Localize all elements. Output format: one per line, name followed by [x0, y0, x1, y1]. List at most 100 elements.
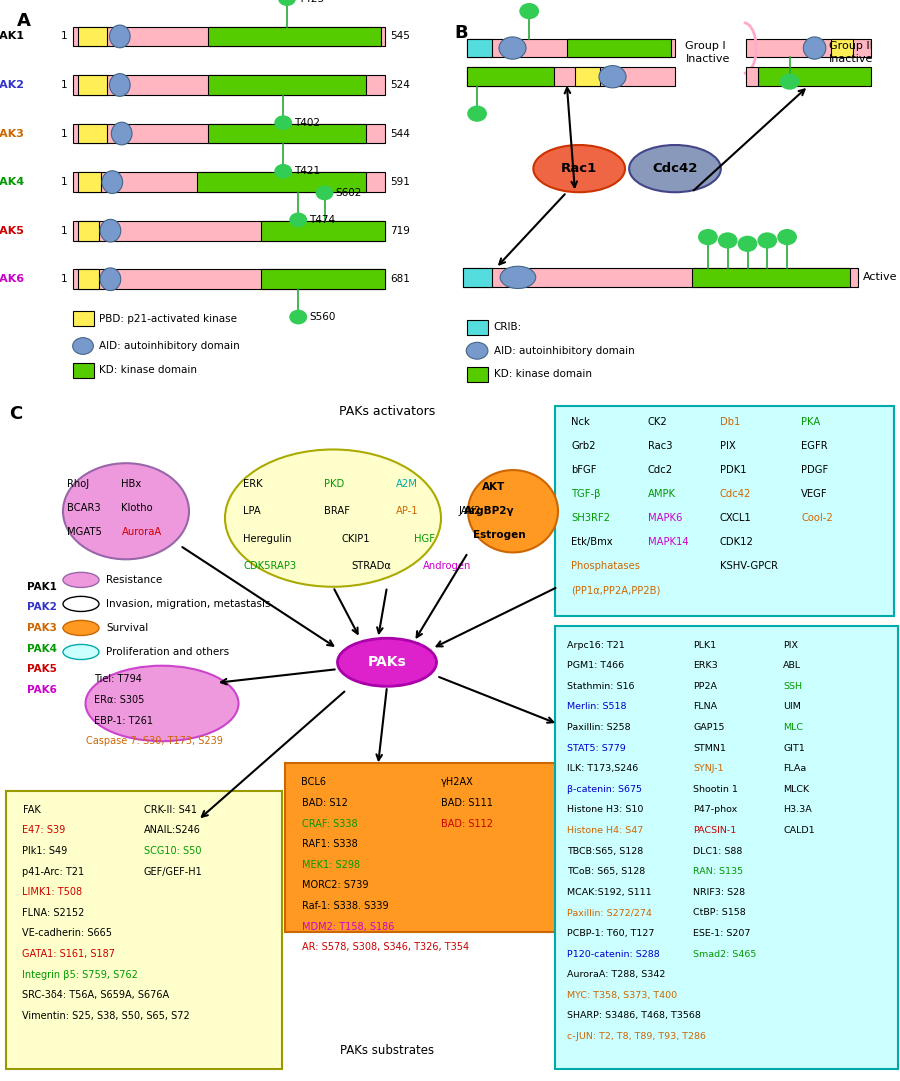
Text: γH2AX: γH2AX	[441, 777, 473, 787]
Text: JAK2: JAK2	[459, 506, 482, 517]
FancyBboxPatch shape	[208, 123, 366, 144]
FancyBboxPatch shape	[261, 221, 384, 241]
Text: ERK: ERK	[243, 479, 263, 489]
Text: AID: autoinhibitory domain: AID: autoinhibitory domain	[494, 346, 634, 356]
FancyBboxPatch shape	[261, 269, 384, 289]
FancyBboxPatch shape	[73, 123, 384, 144]
Text: RAN: S135: RAN: S135	[693, 867, 743, 876]
Text: ABL: ABL	[783, 662, 801, 670]
Text: SH3RF2: SH3RF2	[572, 513, 610, 523]
Ellipse shape	[100, 219, 121, 242]
Text: ArgBP2γ: ArgBP2γ	[464, 506, 514, 517]
Text: FLNA: FLNA	[693, 703, 717, 711]
FancyBboxPatch shape	[746, 67, 759, 86]
Ellipse shape	[73, 337, 94, 355]
Text: Rac3: Rac3	[648, 441, 672, 451]
Text: A: A	[16, 12, 31, 30]
Text: Merlin: S518: Merlin: S518	[567, 703, 626, 711]
Text: PDK1: PDK1	[720, 465, 747, 475]
Circle shape	[275, 164, 292, 178]
Text: EBP-1: T261: EBP-1: T261	[94, 716, 154, 725]
Text: MLCK: MLCK	[783, 785, 809, 793]
Text: BRAF: BRAF	[324, 506, 350, 517]
FancyBboxPatch shape	[73, 27, 384, 46]
Text: BAD: S112: BAD: S112	[441, 818, 493, 829]
FancyBboxPatch shape	[73, 311, 94, 326]
FancyBboxPatch shape	[463, 268, 492, 286]
FancyBboxPatch shape	[208, 27, 381, 46]
Circle shape	[290, 213, 307, 227]
Ellipse shape	[100, 268, 121, 291]
Text: S602: S602	[336, 188, 362, 198]
Text: Integrin β5: S759, S762: Integrin β5: S759, S762	[22, 970, 139, 979]
Text: PAK6: PAK6	[0, 275, 24, 284]
FancyBboxPatch shape	[575, 67, 600, 86]
Text: Inactive: Inactive	[686, 54, 730, 64]
FancyBboxPatch shape	[73, 221, 384, 241]
Text: STRADα: STRADα	[351, 561, 391, 571]
FancyBboxPatch shape	[78, 269, 99, 289]
Text: PBD: p21-activated kinase: PBD: p21-activated kinase	[99, 313, 238, 323]
Circle shape	[780, 75, 798, 89]
Text: MAPK14: MAPK14	[648, 537, 688, 547]
Ellipse shape	[63, 597, 99, 612]
Circle shape	[698, 229, 717, 244]
Text: HBx: HBx	[122, 479, 142, 489]
Text: NRIF3: S28: NRIF3: S28	[693, 888, 745, 897]
Text: 1: 1	[60, 275, 68, 284]
FancyBboxPatch shape	[555, 626, 898, 1069]
Text: PAK1: PAK1	[27, 582, 57, 591]
Text: Paxillin: S258: Paxillin: S258	[567, 723, 631, 732]
Text: MEK1: S298: MEK1: S298	[302, 859, 360, 870]
Text: SRC-3δ4: T56A, S659A, S676A: SRC-3δ4: T56A, S659A, S676A	[22, 990, 169, 1000]
Text: ERK3: ERK3	[693, 662, 718, 670]
Text: PDGF: PDGF	[801, 465, 828, 475]
FancyBboxPatch shape	[197, 172, 366, 192]
Text: 591: 591	[391, 177, 410, 187]
Text: PCBP-1: T60, T127: PCBP-1: T60, T127	[567, 929, 654, 938]
Text: GIT1: GIT1	[783, 744, 805, 752]
Text: AKT: AKT	[482, 482, 505, 492]
Text: 1: 1	[60, 177, 68, 187]
Text: H3.3A: H3.3A	[783, 805, 812, 814]
Text: P47-phox: P47-phox	[693, 805, 737, 814]
FancyBboxPatch shape	[285, 763, 561, 932]
Text: CXCL1: CXCL1	[720, 513, 751, 523]
FancyBboxPatch shape	[73, 75, 384, 95]
Text: MYC: T358, S373, T400: MYC: T358, S373, T400	[567, 990, 677, 1000]
Text: Nck: Nck	[572, 417, 590, 427]
Text: VE-cadherin: S665: VE-cadherin: S665	[22, 929, 112, 938]
Text: Shootin 1: Shootin 1	[693, 785, 738, 793]
Text: BAD: S12: BAD: S12	[302, 798, 347, 808]
Text: Estrogen: Estrogen	[472, 531, 525, 540]
Text: UIM: UIM	[783, 703, 801, 711]
Text: VEGF: VEGF	[801, 489, 828, 499]
Ellipse shape	[804, 37, 826, 59]
FancyBboxPatch shape	[467, 67, 554, 86]
Text: PAK3: PAK3	[0, 129, 24, 138]
Ellipse shape	[110, 74, 130, 96]
Text: SYNJ-1: SYNJ-1	[693, 764, 724, 773]
Text: 681: 681	[391, 275, 410, 284]
FancyBboxPatch shape	[78, 27, 107, 46]
Text: Plk1: S49: Plk1: S49	[22, 846, 68, 856]
Text: SSH: SSH	[783, 682, 802, 691]
Circle shape	[279, 0, 295, 5]
Text: PAKs: PAKs	[367, 655, 407, 669]
Ellipse shape	[225, 450, 441, 587]
Ellipse shape	[599, 66, 626, 88]
Ellipse shape	[629, 145, 721, 192]
FancyBboxPatch shape	[467, 67, 675, 86]
Text: Cdc42: Cdc42	[720, 489, 751, 499]
Text: T474: T474	[310, 215, 336, 225]
Text: B: B	[454, 24, 468, 41]
Text: P120-catenin: S288: P120-catenin: S288	[567, 949, 660, 959]
Text: PP2A: PP2A	[693, 682, 717, 691]
Text: TBCB:S65, S128: TBCB:S65, S128	[567, 846, 644, 855]
Text: PAK6: PAK6	[27, 684, 57, 695]
Text: PIX: PIX	[783, 641, 798, 650]
Text: PAK5: PAK5	[27, 664, 57, 675]
FancyBboxPatch shape	[467, 39, 491, 57]
Text: S560: S560	[310, 312, 336, 322]
FancyBboxPatch shape	[467, 366, 488, 382]
